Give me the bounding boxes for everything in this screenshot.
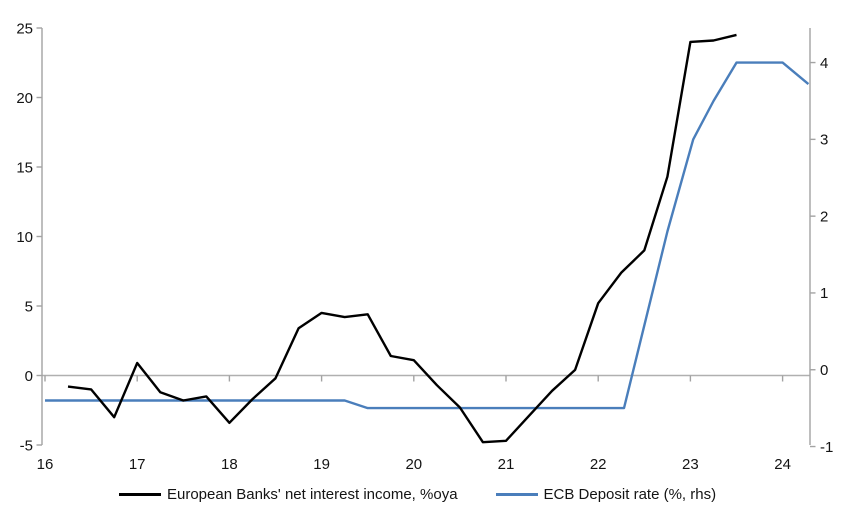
x-tick-label: 23 [682, 456, 699, 473]
legend-line-blue [495, 493, 538, 496]
left-tick-label: 20 [16, 90, 33, 107]
x-tick-label: 19 [313, 456, 330, 473]
legend-label-ecb: ECB Deposit rate (%, rhs) [543, 486, 717, 503]
legend-item-nii: European Banks' net interest income, %oy… [119, 486, 458, 503]
series-line-nii [67, 33, 737, 444]
right-tick-label: 1 [820, 285, 828, 302]
right-tick-label: 0 [820, 362, 828, 379]
x-tick-label: 18 [221, 456, 238, 473]
x-tick-label: 16 [37, 456, 54, 473]
right-tick-label: 4 [820, 55, 828, 72]
series-line-ecb [45, 61, 810, 410]
x-tick-label: 24 [774, 456, 791, 473]
x-tick-label: 21 [498, 456, 515, 473]
x-tick-label: 22 [590, 456, 607, 473]
legend-line-black [119, 493, 161, 496]
left-tick-label: 0 [25, 368, 33, 385]
x-tick-label: 17 [129, 456, 146, 473]
left-tick-label: 5 [25, 298, 33, 315]
legend-label-nii: European Banks' net interest income, %oy… [167, 486, 458, 503]
x-tick-label: 20 [405, 456, 422, 473]
right-tick-label: -1 [820, 439, 833, 456]
right-tick-label: 2 [820, 208, 828, 225]
right-tick-label: 3 [820, 132, 828, 149]
chart-legend: European Banks' net interest income, %oy… [0, 486, 852, 503]
left-tick-label: 25 [16, 20, 33, 37]
left-tick-label: 10 [16, 229, 33, 246]
left-tick-label: -5 [20, 437, 33, 454]
legend-item-ecb: ECB Deposit rate (%, rhs) [495, 486, 717, 503]
left-tick-label: 15 [16, 159, 33, 176]
